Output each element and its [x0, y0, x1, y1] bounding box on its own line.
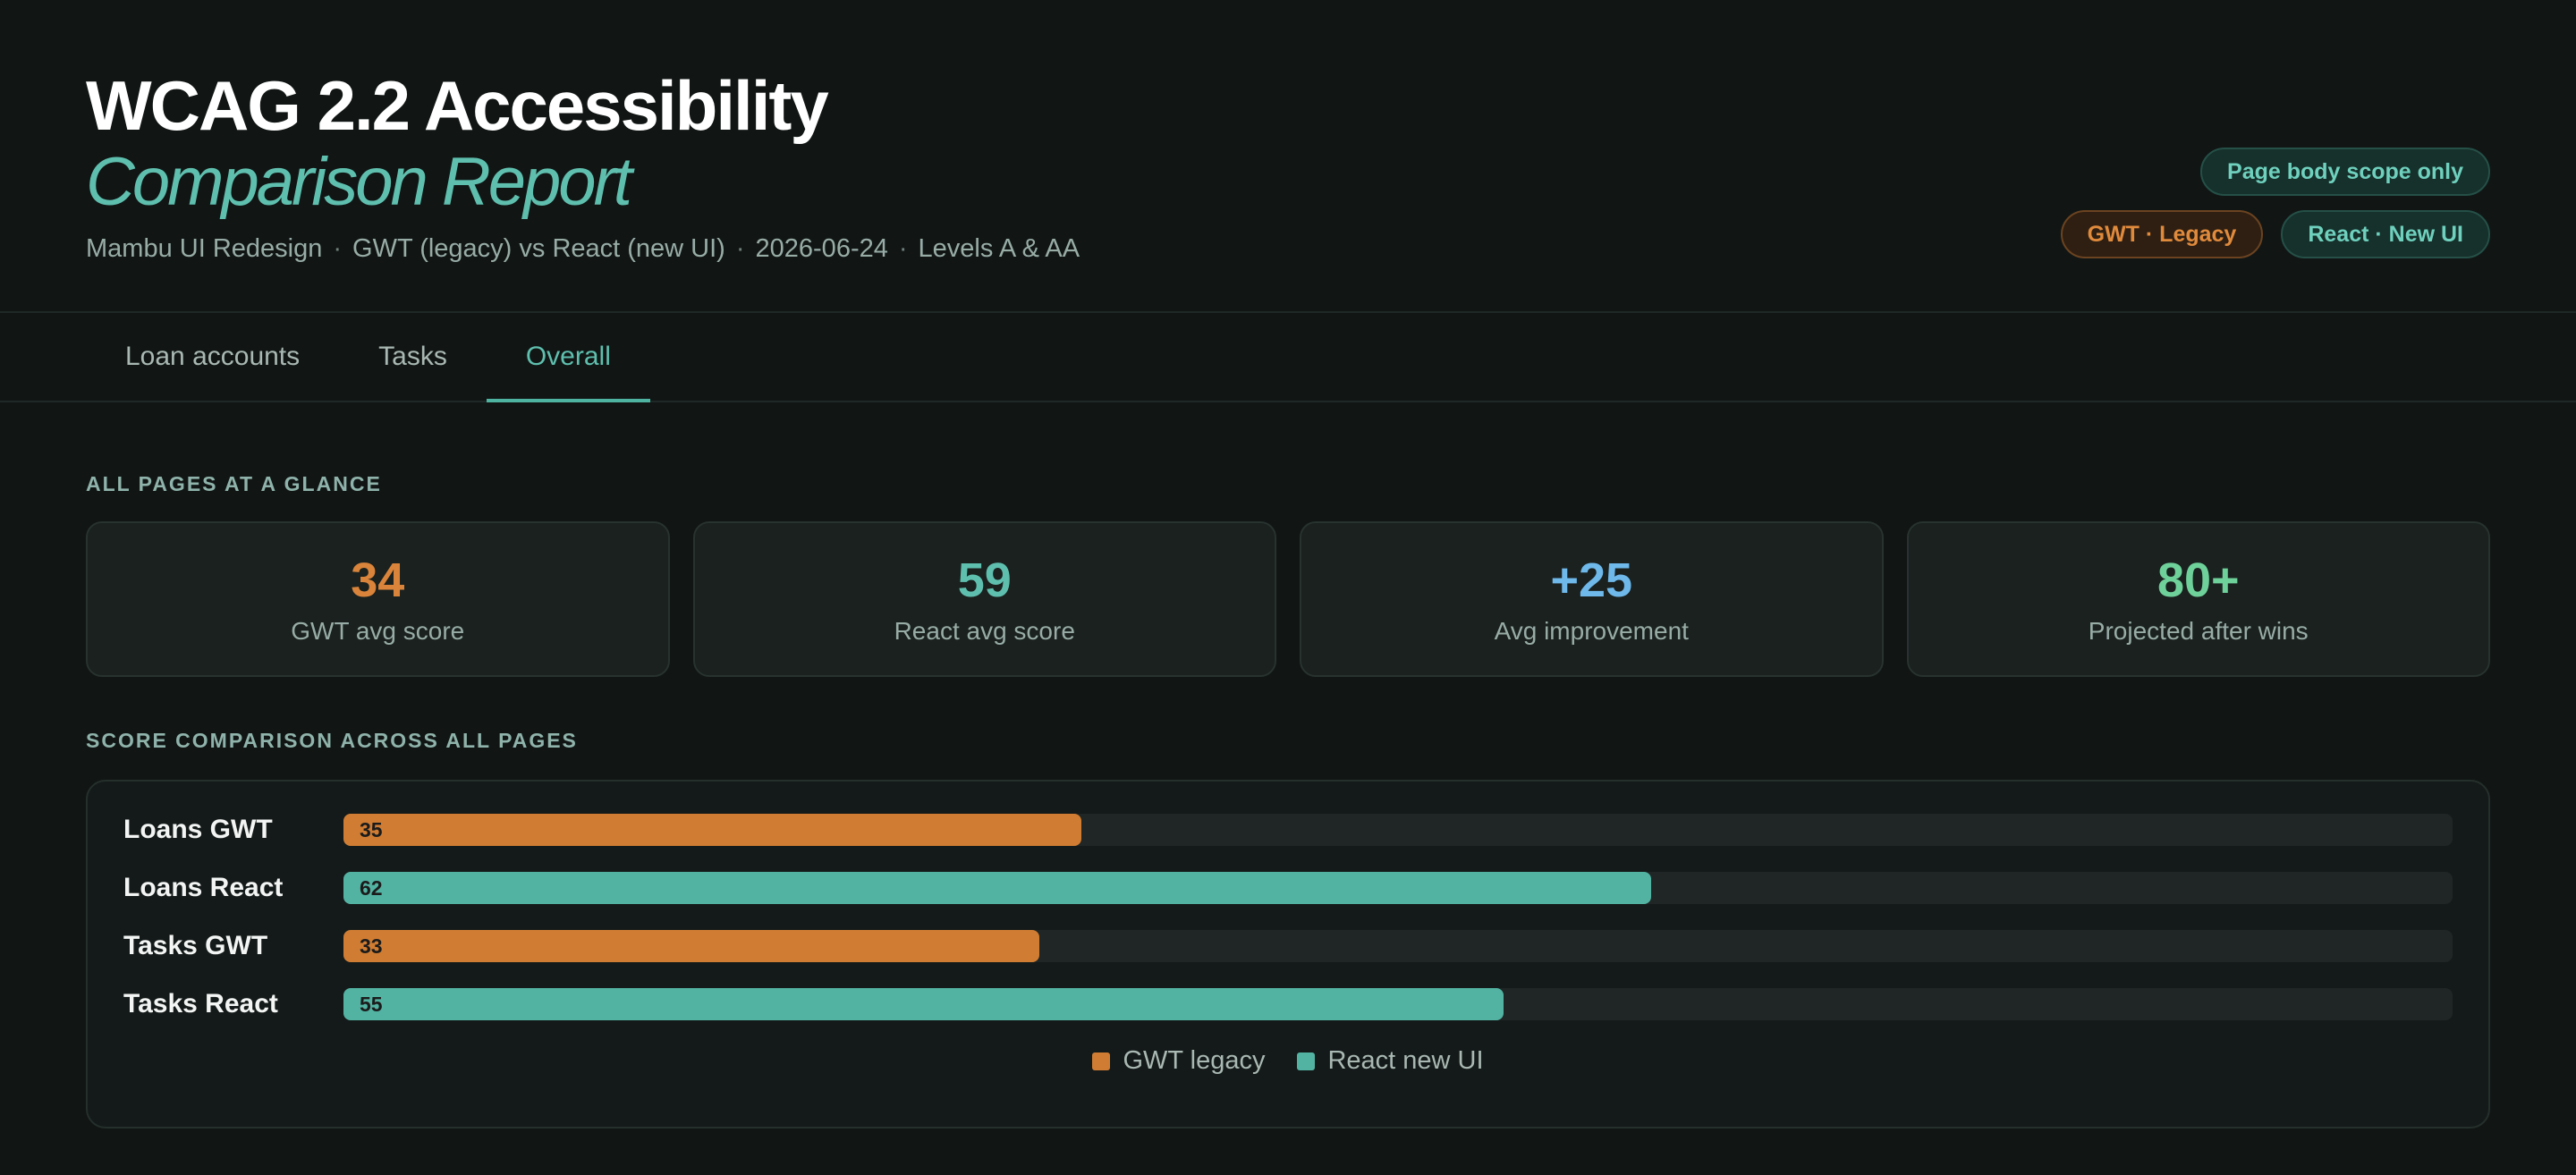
meta-separator: · [898, 234, 908, 263]
bar: 35 [343, 814, 1082, 846]
tab-overall[interactable]: Overall [486, 313, 650, 402]
legend-label: React new UI [1327, 1046, 1484, 1075]
bar-label: Loans GWT [123, 815, 273, 844]
legend-swatch [1092, 1052, 1111, 1070]
summary-cards: 34 GWT avg score 59 React avg score +25 … [86, 521, 2490, 677]
card-value: 34 [351, 554, 405, 607]
bar-value-label: 35 [360, 817, 383, 841]
legend-swatch [1297, 1052, 1316, 1070]
meta-separator: · [735, 234, 745, 263]
report-meta: Mambu UI Redesign · GWT (legacy) vs Reac… [86, 234, 2490, 264]
card-label: GWT avg score [291, 617, 465, 645]
bar-value-label: 33 [360, 934, 383, 958]
bar-value-label: 55 [360, 992, 383, 1016]
bar: 62 [343, 872, 1651, 904]
card-label: Avg improvement [1494, 617, 1689, 645]
score-comparison-chart: Loans GWT 35 Loans React 62 Tasks GWT 33 Tasks… [86, 780, 2490, 1129]
tab-loan-accounts[interactable]: Loan accounts [125, 342, 301, 371]
card-label: Projected after wins [2088, 617, 2309, 645]
bar-track: 62 [343, 872, 2453, 904]
badge-group: Page body scope only GWT · Legacy React … [2060, 148, 2490, 258]
tab-tasks[interactable]: Tasks [378, 342, 447, 371]
react-badge: React · New UI [2281, 210, 2490, 258]
gwt-badge: GWT · Legacy [2060, 210, 2264, 258]
tab-bar: Loan accounts Tasks Overall [0, 313, 2576, 402]
meta-project: Mambu UI Redesign [86, 234, 323, 263]
gwt-avg-card: 34 GWT avg score [86, 521, 670, 677]
bar-row: Tasks React 55 [123, 988, 2453, 1020]
scope-badge: Page body scope only [2200, 148, 2490, 196]
avg-improvement-card: +25 Avg improvement [1300, 521, 1884, 677]
bar-row: Tasks GWT 33 [123, 930, 2453, 962]
meta-levels: Levels A & AA [918, 234, 1080, 263]
bar: 55 [343, 988, 1504, 1020]
bar-label: Tasks GWT [123, 931, 268, 960]
card-value: 59 [957, 554, 1012, 607]
bar-value-label: 62 [360, 875, 383, 900]
card-value: +25 [1550, 554, 1633, 607]
bar-label: Loans React [123, 873, 284, 902]
bar-row: Loans GWT 35 [123, 814, 2453, 846]
comparison-section-label: SCORE COMPARISON ACROSS ALL PAGES [86, 729, 578, 752]
bar-track: 55 [343, 988, 2453, 1020]
card-label: React avg score [894, 617, 1075, 645]
card-value: 80+ [2157, 554, 2240, 607]
legend-item: GWT legacy [1092, 1046, 1265, 1076]
glance-section-label: ALL PAGES AT A GLANCE [86, 472, 382, 495]
bar-list: Loans GWT 35 Loans React 62 Tasks GWT 33 Tasks… [123, 814, 2453, 1020]
react-avg-card: 59 React avg score [692, 521, 1276, 677]
legend-label: GWT legacy [1123, 1046, 1266, 1075]
legend-item: React new UI [1297, 1046, 1484, 1076]
bar-track: 35 [343, 814, 2453, 846]
overall-panel: ALL PAGES AT A GLANCE 34 GWT avg score 5… [0, 472, 2576, 1129]
page-title: WCAG 2.2 Accessibility [86, 66, 829, 145]
meta-separator: · [333, 234, 343, 263]
report-header: WCAG 2.2 Accessibility Comparison Report… [0, 0, 2576, 313]
bar-track: 33 [343, 930, 2453, 962]
bar-label: Tasks React [123, 989, 278, 1019]
meta-date: 2026-06-24 [755, 234, 888, 263]
projected-card: 80+ Projected after wins [1906, 521, 2490, 677]
bar: 33 [343, 930, 1040, 962]
page-subtitle: Comparison Report [86, 144, 632, 220]
meta-comparison: GWT (legacy) vs React (new UI) [352, 234, 725, 263]
legend-badges: GWT · Legacy React · New UI [2060, 210, 2490, 258]
chart-legend: GWT legacy React new UI [123, 1046, 2453, 1076]
bar-row: Loans React 62 [123, 872, 2453, 904]
